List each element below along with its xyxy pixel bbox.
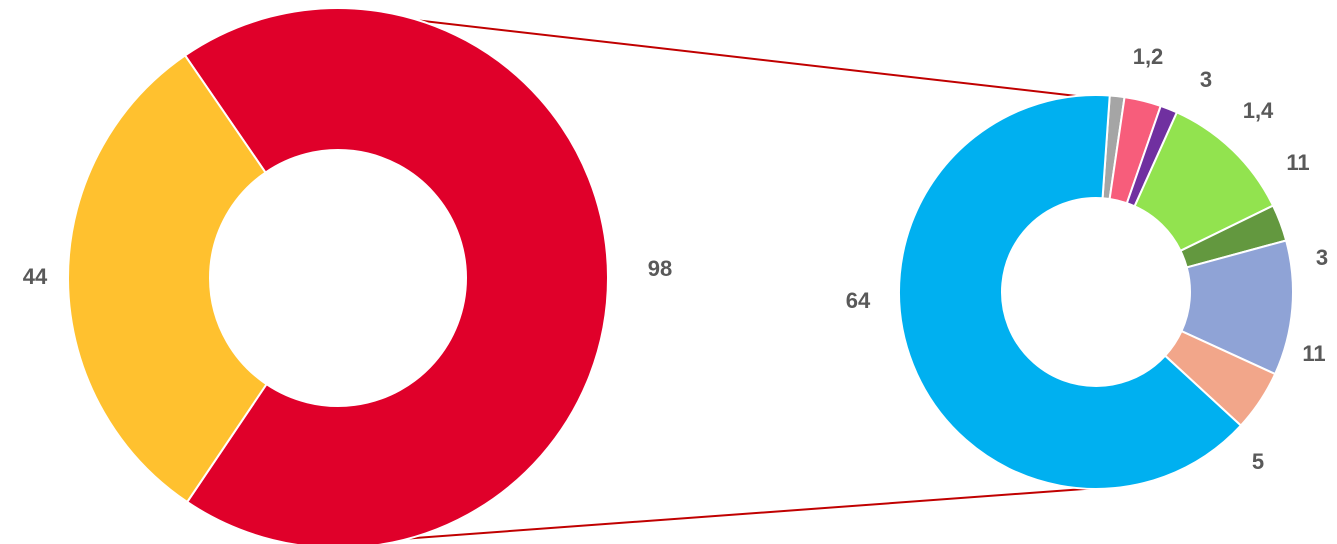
data-label: 1,2 xyxy=(1133,44,1164,69)
donut-slice xyxy=(67,54,268,504)
data-labels: 98 44 1,2 3 1,4 11 3 11 5 64 xyxy=(23,44,1328,474)
donut-slice xyxy=(898,94,1243,490)
data-label: 44 xyxy=(23,264,48,289)
connector-line xyxy=(359,487,1099,543)
main-donut xyxy=(67,7,609,544)
connector-lines xyxy=(344,11,1099,543)
data-label: 3 xyxy=(1316,245,1328,270)
data-label: 11 xyxy=(1302,341,1325,366)
donut-slice xyxy=(183,7,609,544)
data-label: 3 xyxy=(1200,67,1212,92)
connector-line xyxy=(344,11,1095,99)
data-label: 1,4 xyxy=(1243,98,1274,123)
data-label: 5 xyxy=(1252,449,1264,474)
data-label: 98 xyxy=(648,256,672,281)
detail-donut xyxy=(898,94,1294,490)
data-label: 64 xyxy=(846,288,871,313)
data-label: 11 xyxy=(1286,150,1309,175)
